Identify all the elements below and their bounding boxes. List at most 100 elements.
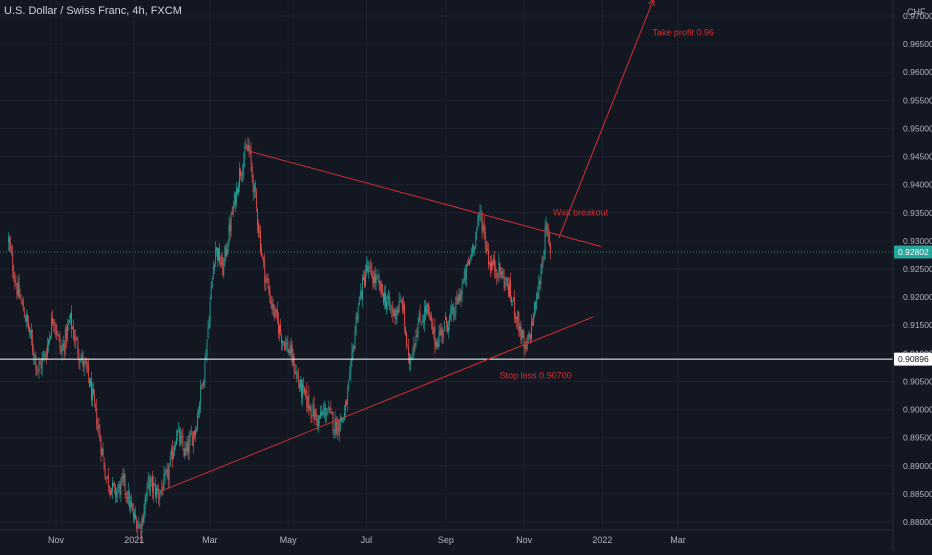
- candle-body: [393, 309, 395, 317]
- time-tick-label: 2022: [592, 535, 612, 545]
- candle-body: [274, 308, 276, 318]
- candle-body: [142, 517, 144, 523]
- price-tick-label: 0.95500: [903, 95, 932, 105]
- candle-body: [34, 354, 36, 357]
- candle-body: [295, 372, 297, 375]
- candle-body: [94, 394, 96, 404]
- candle-body: [147, 477, 149, 482]
- price-tick-label: 0.96500: [903, 39, 932, 49]
- candle-body: [93, 388, 94, 395]
- candle-body: [269, 290, 271, 302]
- candle-body: [345, 401, 346, 411]
- time-tick-label: May: [280, 535, 298, 545]
- candle-body: [63, 343, 65, 351]
- candle-body: [535, 301, 537, 310]
- candle-body: [326, 413, 328, 416]
- candle-body: [239, 168, 240, 187]
- candle-body: [524, 344, 526, 349]
- price-axis[interactable]: 0.88000 0.88500 0.89000 0.89500 0.90000 0.905…: [892, 0, 932, 550]
- candle-body: [501, 271, 503, 279]
- time-tick-label: Nov: [48, 535, 65, 545]
- candle-body: [185, 448, 187, 451]
- candle-body: [79, 361, 81, 364]
- price-tick-label: 0.97000: [903, 11, 932, 21]
- candle-body: [234, 192, 236, 206]
- candle-body: [308, 394, 310, 410]
- candle-body: [25, 314, 27, 322]
- candle-body: [451, 308, 453, 315]
- candle-body: [149, 479, 151, 493]
- candle-body: [350, 361, 352, 373]
- candle-body: [420, 323, 422, 325]
- time-axis[interactable]: Nov 2021 Mar May Jul Sep Nov 2022 Mar: [0, 529, 893, 545]
- candle-body: [354, 331, 356, 349]
- price-tick-label: 0.96000: [903, 67, 932, 77]
- candle-body: [293, 356, 295, 373]
- candle-body: [31, 330, 33, 340]
- candle-body: [141, 518, 143, 533]
- candle-body: [218, 248, 219, 262]
- candle-body: [348, 381, 350, 390]
- candle-body: [529, 334, 531, 339]
- candle-body: [144, 499, 146, 514]
- candle-body: [459, 294, 461, 302]
- candle-body: [373, 275, 375, 284]
- candle-body: [468, 262, 469, 264]
- candle-body: [183, 448, 185, 456]
- candle-body: [95, 403, 97, 407]
- candle-body: [157, 488, 159, 492]
- candle-body: [209, 301, 211, 323]
- candle-body: [51, 318, 52, 336]
- price-tick-label: 0.88500: [903, 489, 932, 499]
- candle-body: [253, 182, 255, 192]
- candle-body: [519, 326, 521, 332]
- candle-body: [168, 466, 170, 481]
- candle-body: [549, 243, 551, 254]
- candle-body: [179, 429, 181, 443]
- candle-body: [248, 144, 250, 149]
- candle-body: [39, 362, 41, 365]
- candle-body: [397, 309, 399, 313]
- candle-body: [517, 310, 519, 323]
- symbol-title: U.S. Dollar / Swiss Franc, 4h, FXCM: [4, 5, 182, 17]
- time-tick-label: Nov: [516, 535, 533, 545]
- candle-body: [460, 291, 462, 300]
- candle-body: [440, 327, 442, 335]
- candle-body: [214, 248, 216, 263]
- currency-label: CHF: [907, 7, 926, 17]
- candle-body: [12, 252, 14, 272]
- candle-body: [390, 306, 392, 308]
- candle-body: [61, 347, 63, 353]
- candle-body: [240, 170, 241, 176]
- candle-body: [318, 415, 320, 419]
- candle-body: [189, 434, 191, 438]
- candle-body: [321, 412, 322, 416]
- candle-body: [454, 314, 456, 318]
- candle-body: [41, 357, 43, 369]
- candle-body: [523, 335, 525, 350]
- candle-body: [245, 146, 247, 149]
- candle-body: [148, 476, 150, 491]
- candle-body: [296, 374, 298, 378]
- candle-body: [516, 317, 518, 321]
- candle-body: [306, 390, 308, 408]
- candle-body: [57, 333, 59, 335]
- candle-body: [330, 408, 332, 410]
- candle-body: [258, 224, 259, 232]
- candle-body: [244, 147, 246, 160]
- candle-body: [176, 437, 177, 446]
- candle-body: [40, 363, 42, 369]
- candle-body: [226, 250, 228, 256]
- candle-body: [496, 271, 498, 278]
- candle-body: [200, 385, 202, 405]
- candle-body: [381, 284, 383, 294]
- candle-body: [124, 474, 126, 491]
- candle-body: [100, 439, 102, 455]
- candle-body: [281, 335, 282, 344]
- candle-body: [543, 252, 545, 259]
- candle-body: [132, 508, 133, 510]
- candle-body: [74, 336, 76, 341]
- candle-body: [285, 342, 287, 348]
